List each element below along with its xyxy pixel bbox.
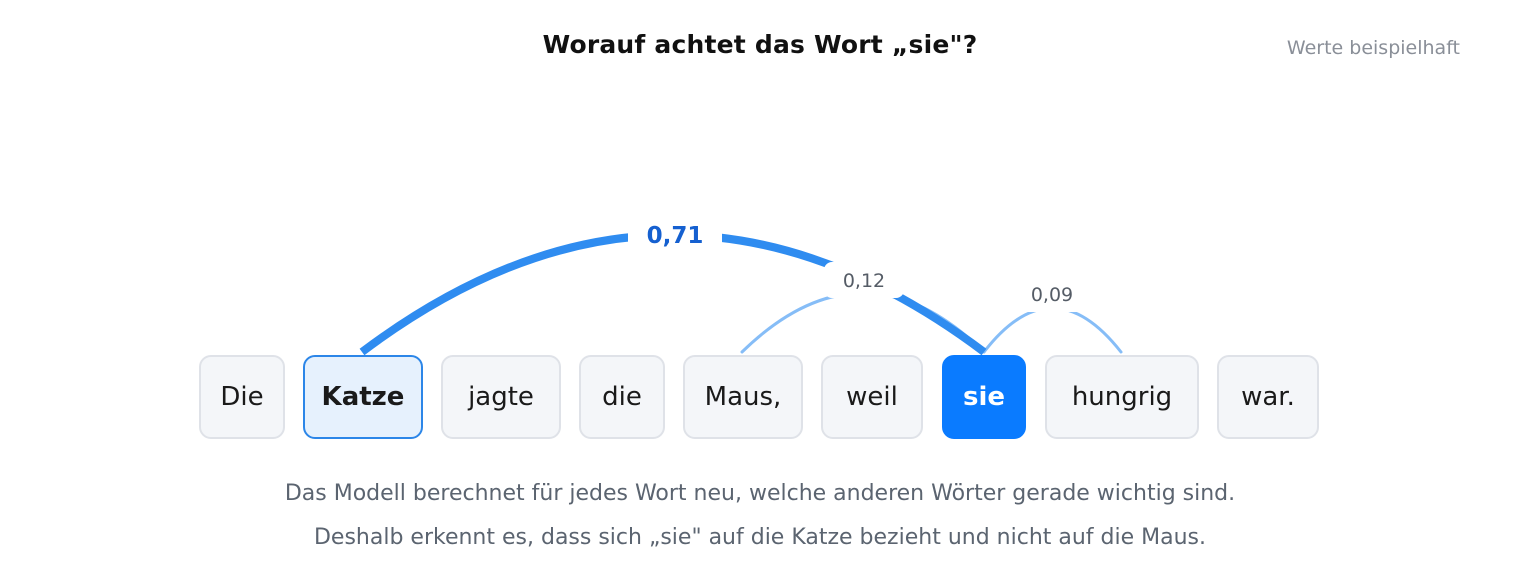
token-maus: Maus,	[683, 355, 803, 439]
caption-line-1: Das Modell berechnet für jedes Wort neu,…	[284, 481, 1236, 506]
token-jagte: jagte	[441, 355, 561, 439]
token-weil: weil	[821, 355, 923, 439]
label-bg-hungrig	[1012, 276, 1092, 312]
weight-label-katze: 0,71	[647, 223, 704, 249]
example-values-note: Werte beispielhaft	[1286, 37, 1460, 59]
caption-line-2: Deshalb erkennt es, dass sich „sie" auf …	[313, 525, 1207, 550]
token-sie: sie	[942, 355, 1026, 439]
token-katze: Katze	[303, 355, 423, 439]
label-bg-maus	[824, 262, 904, 298]
token-die-2: die	[579, 355, 665, 439]
token-war: war.	[1217, 355, 1319, 439]
token-hungrig: hungrig	[1045, 355, 1199, 439]
diagram-title: Worauf achtet das Wort „sie"?	[542, 30, 978, 59]
arc-sie-hungrig	[982, 306, 1123, 354]
weight-label-maus: 0,12	[843, 270, 885, 292]
weight-label-hungrig: 0,09	[1031, 284, 1073, 306]
label-bg-katze	[628, 212, 722, 256]
token-die-1: Die	[199, 355, 285, 439]
